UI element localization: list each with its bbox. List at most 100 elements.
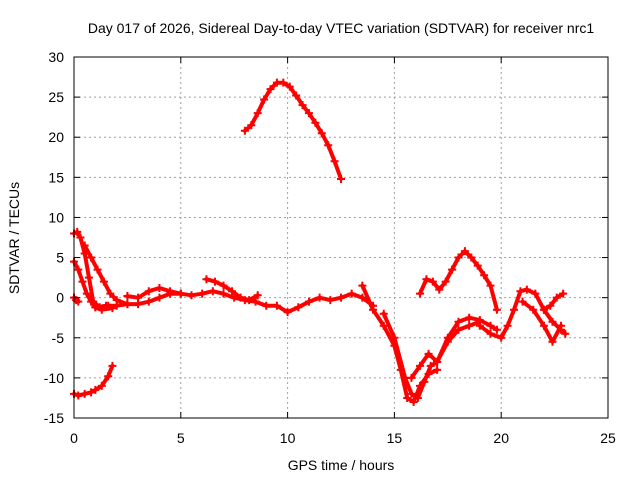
data-point [166, 287, 175, 296]
data-point [202, 275, 211, 284]
data-point [492, 305, 501, 314]
data-point [210, 277, 219, 286]
data-point [80, 241, 89, 250]
series-sat-m [416, 247, 501, 314]
data-point [73, 227, 82, 236]
data-point [219, 281, 228, 290]
data-point [435, 285, 444, 294]
data-point [379, 309, 388, 318]
data-point [87, 253, 96, 262]
data-point [358, 281, 367, 290]
data-point [91, 303, 100, 312]
series-sat-i [240, 78, 345, 183]
data-point [315, 293, 324, 302]
chart-title: Day 017 of 2026, Sidereal Day-to-day VTE… [88, 20, 594, 36]
y-tick-label: -15 [44, 410, 64, 426]
data-point [176, 289, 185, 298]
data-point [347, 289, 356, 298]
data-point [155, 284, 164, 293]
data-point [539, 321, 548, 330]
data-point [272, 301, 281, 310]
data-point [311, 118, 320, 127]
data-point [416, 361, 425, 370]
x-tick-label: 15 [387, 430, 403, 446]
data-point [324, 141, 333, 150]
series-sat-j [358, 281, 442, 406]
data-point [93, 265, 102, 274]
data-point [486, 321, 495, 330]
data-point [283, 308, 292, 317]
data-point [285, 82, 294, 91]
data-point [475, 321, 484, 330]
data-point [441, 277, 450, 286]
data-point [279, 78, 288, 87]
data-point [337, 293, 345, 302]
series-sat-h [202, 275, 262, 305]
x-axis-label: GPS time / hours [288, 457, 395, 473]
data-point [326, 296, 335, 305]
data-point [443, 333, 452, 342]
series-line [125, 286, 183, 300]
series-sat-p [539, 289, 568, 314]
data-point [460, 247, 469, 256]
data-point [409, 397, 418, 406]
data-point [559, 289, 568, 298]
data-point [266, 85, 275, 94]
data-point [304, 109, 313, 118]
data-point [531, 289, 540, 298]
data-point [134, 293, 143, 302]
data-point [407, 373, 416, 382]
data-point [76, 233, 85, 242]
data-point [557, 321, 566, 330]
data-point [407, 389, 416, 398]
x-tick-label: 0 [70, 430, 78, 446]
data-point [428, 277, 437, 286]
data-point [358, 293, 367, 302]
data-point [369, 305, 378, 314]
data-point [84, 273, 93, 282]
data-point [228, 287, 237, 296]
x-tick-label: 10 [280, 430, 296, 446]
data-point [492, 325, 501, 334]
data-point [486, 329, 495, 338]
x-tick-label: 20 [493, 430, 509, 446]
data-point [379, 321, 388, 330]
data-point [486, 281, 495, 290]
series-line [72, 363, 115, 398]
y-tick-label: 0 [56, 290, 64, 306]
data-point [516, 287, 525, 296]
data-point [454, 325, 463, 334]
data-point [298, 101, 307, 110]
data-point [561, 329, 570, 338]
data-point [82, 289, 91, 298]
data-point [253, 109, 262, 118]
x-tick-label: 5 [177, 430, 185, 446]
data-point [413, 393, 422, 402]
data-point [292, 91, 301, 100]
y-tick-label: 20 [48, 129, 64, 145]
data-point [123, 300, 132, 309]
data-point [503, 321, 512, 330]
data-point [448, 265, 457, 274]
series-sat-g [123, 284, 185, 302]
data-point [74, 265, 83, 274]
data-point [539, 305, 548, 314]
data-point [104, 372, 113, 381]
data-point [253, 291, 262, 300]
x-tick-label: 25 [600, 430, 616, 446]
data-point [422, 275, 431, 284]
data-point [473, 261, 482, 270]
series-sat-e [70, 293, 83, 306]
grid-lines [74, 57, 608, 418]
y-tick-label: -10 [44, 370, 64, 386]
data-point [454, 253, 463, 262]
data-point [529, 305, 538, 314]
data-point [236, 293, 245, 302]
data-point [510, 305, 519, 314]
data-point [97, 381, 106, 390]
data-point [546, 301, 555, 310]
data-point [106, 289, 115, 298]
y-tick-label: 30 [48, 49, 64, 65]
data-point [433, 357, 442, 366]
